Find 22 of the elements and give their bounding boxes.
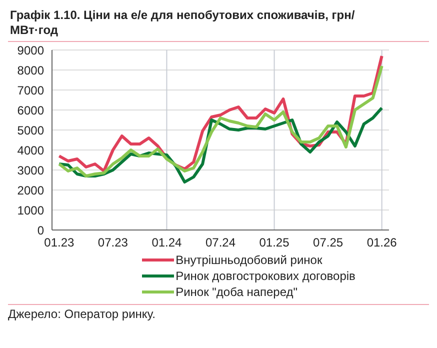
y-tick-label: 6000 (17, 103, 44, 118)
x-tick-label: 07.25 (313, 236, 344, 250)
y-tick-label: 7000 (17, 83, 44, 98)
y-tick-label: 3000 (17, 163, 44, 178)
chart-title: Графік 1.10. Ціни на е/е для непобутових споживачів, грн/МВт·год (8, 8, 429, 42)
x-tick-label: 07.23 (98, 236, 128, 250)
x-tick-label: 01.25 (259, 236, 290, 250)
legend-label: Ринок довгострокових договорів (176, 268, 356, 284)
y-tick-label: 9000 (17, 43, 44, 58)
y-tick-label: 0 (37, 223, 44, 238)
x-tick-label: 01.24 (152, 236, 182, 250)
y-tick-label: 5000 (17, 123, 44, 138)
y-tick-label: 8000 (17, 63, 44, 78)
x-tick-label: 01.26 (366, 236, 398, 250)
y-tick-label: 1000 (17, 203, 44, 218)
legend-label: Ринок "доба наперед" (176, 284, 298, 300)
y-tick-label: 4000 (17, 143, 44, 158)
x-tick-label: 01.23 (44, 236, 75, 250)
text: Джерело: Оператор ринку. (8, 307, 429, 321)
y-tick-label: 2000 (17, 183, 44, 198)
x-tick-label: 07.24 (205, 236, 236, 250)
legend-label: Внутрішньодобовий ринок (176, 252, 322, 268)
